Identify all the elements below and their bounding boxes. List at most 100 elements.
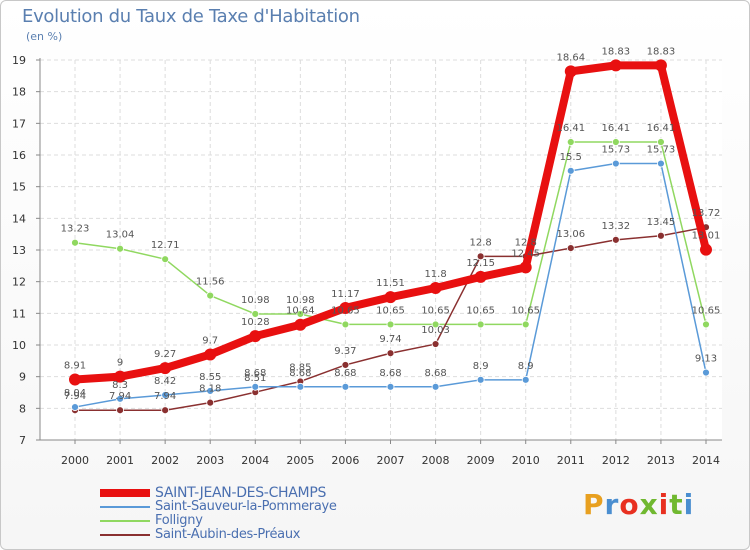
- data-label: 8.68: [334, 368, 356, 379]
- data-point: [206, 398, 215, 407]
- plot-area: [40, 60, 722, 440]
- x-tick-label: 2006: [331, 454, 359, 467]
- logo-letter: o: [619, 488, 640, 521]
- data-label: 8.18: [199, 384, 221, 395]
- data-label: 11.17: [331, 289, 360, 300]
- data-point: [566, 244, 575, 253]
- data-point: [386, 382, 395, 391]
- data-point: [341, 320, 350, 329]
- data-point: [657, 231, 665, 240]
- data-point: [114, 370, 127, 383]
- logo-letter: x: [639, 488, 659, 521]
- y-tick-label: 13: [12, 244, 26, 257]
- y-tick-label: 15: [12, 181, 26, 194]
- data-point: [296, 310, 305, 318]
- data-label: 8.3: [112, 380, 128, 391]
- data-label: 7.94: [154, 391, 176, 402]
- data-label: 10.03: [421, 325, 450, 336]
- data-point: [161, 255, 170, 264]
- data-point: [116, 394, 124, 403]
- data-label: 10.64: [286, 306, 315, 317]
- x-tick-label: 2010: [512, 454, 540, 467]
- data-label: 8.68: [379, 368, 401, 379]
- data-point: [611, 138, 620, 146]
- data-point: [204, 348, 217, 361]
- data-point: [476, 375, 485, 384]
- data-point: [521, 320, 530, 329]
- data-label: 8.9: [473, 361, 489, 372]
- chart-title: Evolution du Taux de Taxe d'Habitation: [22, 6, 360, 27]
- data-label: 18.83: [647, 46, 676, 57]
- data-label: 10.65: [331, 305, 360, 316]
- data-label: 9.27: [154, 349, 176, 360]
- data-label: 8.51: [244, 373, 266, 384]
- data-point: [161, 406, 170, 415]
- data-point: [71, 238, 79, 247]
- line-chart: 7 8 9 10 11 12 13 14 15 16 17 18 19 2000 2001 2002 2003 2…: [12, 46, 722, 467]
- data-label: 9: [117, 358, 123, 369]
- y-tick-label: 16: [12, 149, 26, 162]
- data-label: 13.72: [692, 208, 721, 219]
- legend-label: SAINT-JEAN-DES-CHAMPS: [155, 485, 327, 501]
- data-point: [71, 403, 79, 411]
- x-tick-label: 2000: [61, 454, 89, 467]
- data-point: [702, 320, 710, 329]
- data-point: [429, 282, 442, 294]
- data-point: [611, 235, 620, 244]
- data-label: 13.32: [602, 221, 631, 232]
- data-label: 9.74: [379, 334, 401, 345]
- data-point: [251, 382, 260, 391]
- data-label: 10.98: [241, 295, 270, 306]
- data-label: 16.41: [556, 123, 585, 134]
- y-tick-label: 14: [12, 212, 26, 225]
- legend-label: Saint-Aubin-des-Préaux: [155, 527, 301, 542]
- data-label: 12.71: [151, 240, 180, 251]
- data-point: [386, 349, 395, 358]
- logo-letter: P: [583, 488, 605, 521]
- logo-letter: i: [658, 488, 670, 521]
- data-label: 18.83: [602, 46, 631, 57]
- data-point: [476, 320, 485, 329]
- x-tick-label: 2012: [602, 454, 630, 467]
- data-label: 11.8: [424, 269, 446, 280]
- data-point: [206, 291, 215, 300]
- data-point: [294, 318, 307, 331]
- data-point: [474, 270, 487, 283]
- data-label: 8.04: [64, 388, 86, 399]
- grid-lines: [40, 59, 722, 441]
- data-label: 10.65: [376, 305, 405, 316]
- x-tick-label: 2013: [647, 454, 675, 467]
- data-point: [431, 382, 440, 391]
- data-point: [116, 244, 124, 253]
- chart-subtitle: (en %): [26, 30, 63, 43]
- data-label: 12.45: [511, 248, 540, 259]
- data-point: [657, 159, 665, 168]
- x-tick-label: 2002: [151, 454, 179, 467]
- data-label: 10.28: [241, 317, 270, 328]
- x-tick-label: 2014: [692, 454, 720, 467]
- plot-background: [40, 60, 722, 440]
- legend-label: Folligny: [155, 513, 203, 528]
- x-tick-label: 2007: [377, 454, 405, 467]
- data-label: 16.41: [602, 123, 631, 134]
- data-label: 9.13: [695, 354, 717, 365]
- data-label: 13.45: [647, 217, 676, 228]
- data-label: 10.65: [421, 305, 450, 316]
- axes: 7 8 9 10 11 12 13 14 15 16 17 18 19 2000 2001 2002 2003 2…: [12, 54, 722, 467]
- y-tick-label: 10: [12, 339, 26, 352]
- y-tick-label: 11: [12, 307, 26, 320]
- data-point: [341, 382, 350, 391]
- data-point: [566, 138, 575, 146]
- x-tick-label: 2008: [422, 454, 450, 467]
- data-label: 13.06: [556, 229, 585, 240]
- data-point: [519, 261, 532, 274]
- data-point: [159, 362, 172, 375]
- data-label: 16.41: [647, 123, 676, 134]
- data-point: [702, 368, 710, 377]
- y-tick-label: 12: [12, 276, 26, 289]
- x-tick-label: 2003: [196, 454, 224, 467]
- data-labels: 8.91 9 9.27 9.7 10.28 10.64 11.17 11.51 11.8 12.1…: [61, 46, 721, 402]
- y-tick-label: 17: [12, 117, 26, 130]
- data-point: [654, 59, 667, 72]
- logo-letter: t: [669, 488, 684, 521]
